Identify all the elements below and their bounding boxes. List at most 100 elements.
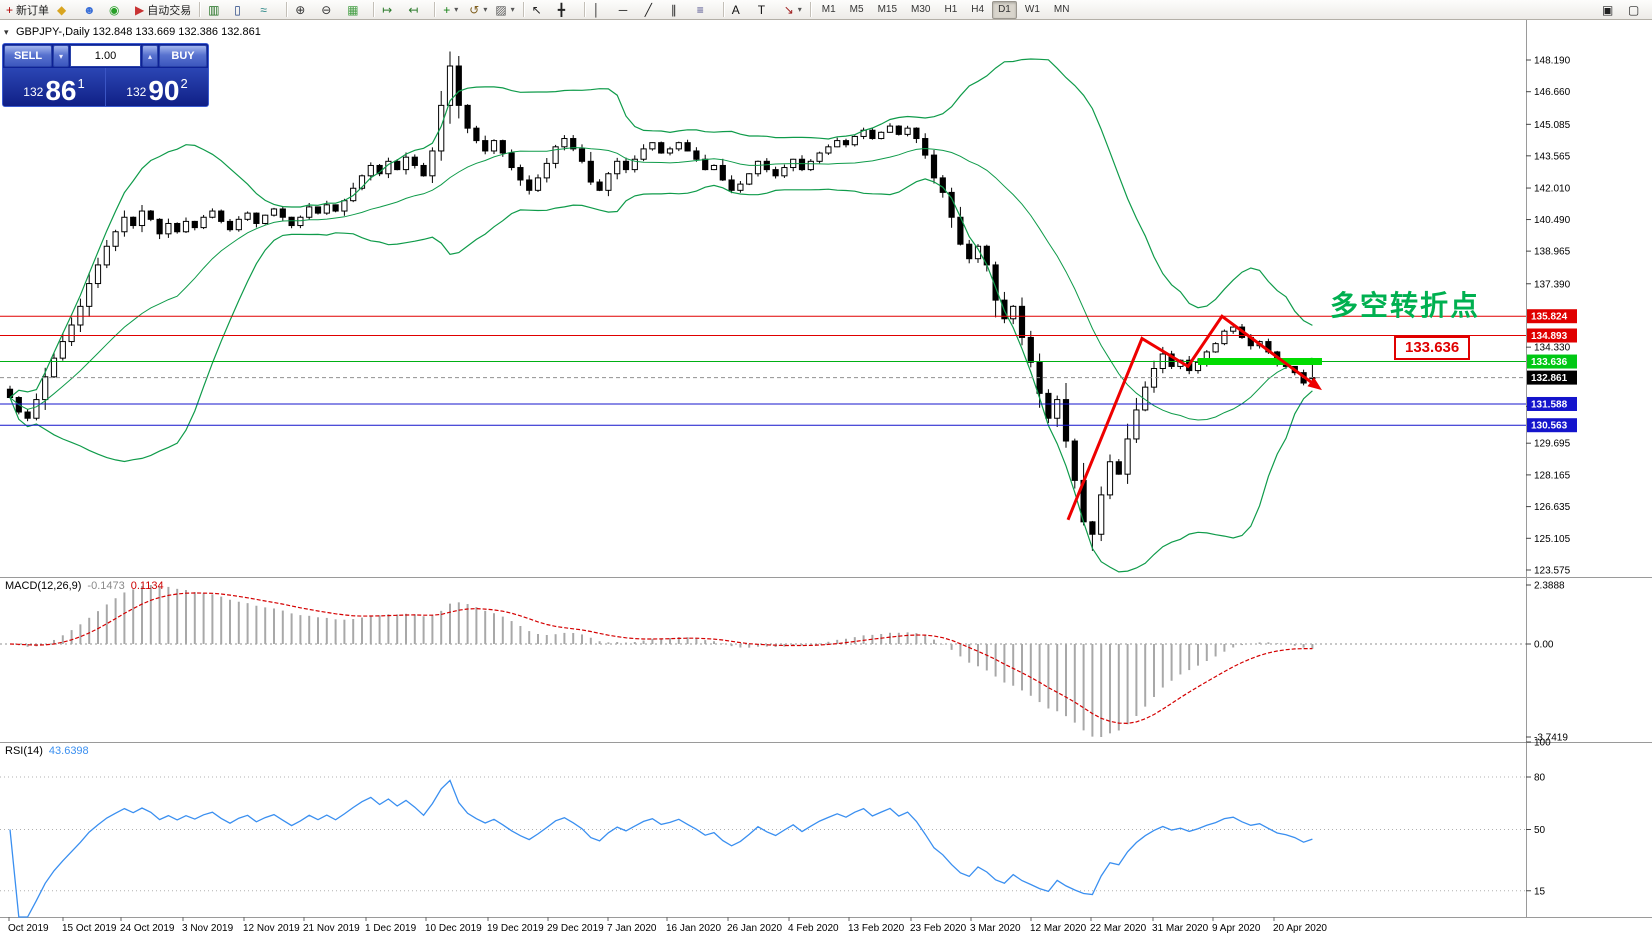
svg-text:3 Mar 2020: 3 Mar 2020 [970,923,1021,934]
price-tag [1527,328,1577,343]
ask-price[interactable]: 132 90 2 [105,68,208,106]
price-tag [1527,370,1577,385]
timeframe-mn-button[interactable]: MN [1053,4,1070,15]
trendline-icon: ╱ [644,2,652,17]
trendline-button[interactable]: ╱ [641,0,667,20]
svg-text:22 Mar 2020: 22 Mar 2020 [1090,923,1147,934]
svg-text:13 Feb 2020: 13 Feb 2020 [848,923,905,934]
line-chart-button[interactable]: ≈ [256,0,282,20]
arrows-icon: ↘ [783,2,794,17]
price-tag [1527,354,1577,369]
one-click-panel-toggle[interactable]: ▾ [4,27,9,37]
bollinger-bands-layer [9,58,1313,573]
toolbar-separator [373,2,375,17]
volume-decrease-button[interactable]: ▾ [53,45,69,67]
tile-windows-button[interactable]: ▦ [343,0,369,20]
window-layout-button[interactable]: ▣ [1598,0,1624,20]
new-chart-button[interactable]: + ▾ [439,0,465,20]
svg-text:4 Feb 2020: 4 Feb 2020 [788,923,839,934]
templates-button[interactable]: ▨ ▾ [491,0,518,20]
volume-input[interactable]: 1.00 [70,45,141,67]
timeframe-h1-button[interactable]: H1 [944,4,958,15]
window-layout-icon: ▣ [1602,2,1614,17]
svg-text:7 Jan 2020: 7 Jan 2020 [607,923,657,934]
community-icon-icon: ◉ [109,2,120,17]
toolbar-separator [199,2,201,17]
timeframe-m5-button[interactable]: M5 [849,4,864,15]
svg-text:134.893: 134.893 [1531,331,1568,342]
buy-button[interactable]: BUY [159,45,207,67]
window-cascade-button[interactable]: ▢ [1624,0,1650,20]
candlestick-chart-button[interactable]: ▯ [230,0,256,20]
tile-windows-icon: ▦ [347,2,359,17]
timeframe-m1-button[interactable]: M1 [821,4,836,15]
timeframe-w1-button[interactable]: W1 [1024,4,1040,15]
zoom-in-button[interactable]: ⊕ [291,0,317,20]
rsi-panel: 100 80 50 15 [0,738,1551,918]
svg-text:140.490: 140.490 [1534,215,1571,226]
svg-text:135.824: 135.824 [1531,312,1568,323]
cursor-button[interactable]: ↖ [528,0,554,20]
svg-text:142.010: 142.010 [1534,184,1571,195]
autotrading-button[interactable]: ▶ 自动交易 [131,0,195,20]
candlestick-layer [6,51,1316,551]
svg-text:145.085: 145.085 [1534,120,1571,131]
timeframe-d1-button[interactable]: D1 [992,0,1017,19]
svg-text:9 Apr 2020: 9 Apr 2020 [1212,923,1261,934]
timeframe-m30-button[interactable]: M30 [911,4,931,15]
profiles-button[interactable]: ↺ ▾ [465,0,491,20]
text-label-button[interactable]: T [754,0,780,20]
text-button[interactable]: A [728,0,754,20]
auto-scroll-icon: ↦ [382,2,393,17]
svg-text:12 Nov 2019: 12 Nov 2019 [243,923,300,934]
svg-text:15 Oct 2019: 15 Oct 2019 [62,923,117,934]
toolbar-separator [434,2,436,17]
svg-text:20 Apr 2020: 20 Apr 2020 [1273,923,1327,934]
sell-button[interactable]: SELL [4,45,52,67]
vertical-line-icon: │ [592,2,601,17]
new-order-button[interactable]: + 新订单 [2,0,53,20]
alert-icon-button[interactable]: ◆ [53,0,79,20]
autotrading-button-label: 自动交易 [147,4,192,17]
candlestick-chart-icon: ▯ [234,2,241,17]
volume-increase-button[interactable]: ▴ [142,45,158,67]
timeframe-h4-button[interactable]: H4 [971,4,985,15]
equidistant-channel-button[interactable]: ∥ [667,0,693,20]
bid-price[interactable]: 132 86 1 [3,68,105,106]
svg-text:133.636: 133.636 [1531,357,1568,368]
chart-symbol-ohlc: GBPJPY-,Daily 132.848 133.669 132.386 13… [16,26,261,38]
auto-scroll-button[interactable]: ↦ [378,0,404,20]
svg-text:26 Jan 2020: 26 Jan 2020 [727,923,782,934]
arrows-button[interactable]: ↘ ▾ [780,0,806,20]
bar-chart-button[interactable]: ▥ [204,0,230,20]
chevron-down-icon: ▾ [797,5,802,14]
svg-text:-3.7419: -3.7419 [1534,733,1568,744]
svg-text:24 Oct 2019: 24 Oct 2019 [120,923,175,934]
date-axis[interactable]: Oct 2019 15 Oct 2019 24 Oct 2019 3 Nov 2019… [8,917,1327,934]
toolbar-separator [583,2,585,17]
zoom-in-icon: ⊕ [295,2,306,17]
fibonacci-button[interactable]: ≡ [693,0,719,20]
main-toolbar: + 新订单 ◆ ☻ ◉ ▶ 自动交易 ▥ ▯ ≈ ⊕ ⊖ ▦ ↦ ↤ + ▾ ↺ ▾ ▨ ▾ ↖ ╋ │ ─ ╱ ∥ ≡ A T ↘ ▾ M1 M… [0,0,1652,20]
svg-text:29 Dec 2019: 29 Dec 2019 [547,923,604,934]
timeframe-m15-button[interactable]: M15 [877,4,898,15]
macd-indicator-label: MACD(12,26,9) -0.1473 0.1134 [5,580,164,592]
chevron-down-icon: ▾ [454,5,459,14]
new-order-icon: + [6,2,14,17]
svg-text:123.575: 123.575 [1534,566,1571,577]
community-icon-button[interactable]: ◉ [105,0,131,20]
vertical-line-button[interactable]: │ [589,0,615,20]
crosshair-icon: ╋ [557,2,565,17]
one-click-trading-panel: SELL ▾ 1.00 ▴ BUY 132 86 1 132 90 2 [2,43,209,107]
horizontal-line-button[interactable]: ─ [615,0,641,20]
svg-text:23 Feb 2020: 23 Feb 2020 [910,923,967,934]
price-axis[interactable]: 148.190 146.660 145.085 143.565 142.010 140.4… [1526,56,1577,577]
chart-shift-button[interactable]: ↤ [404,0,430,20]
panel-borders [0,20,1652,918]
trend-zigzag-annotation[interactable] [1066,314,1322,521]
zoom-out-button[interactable]: ⊖ [317,0,343,20]
crosshair-button[interactable]: ╋ [554,0,580,20]
contacts-icon-button[interactable]: ☻ [79,0,105,20]
svg-text:19 Dec 2019: 19 Dec 2019 [487,923,544,934]
